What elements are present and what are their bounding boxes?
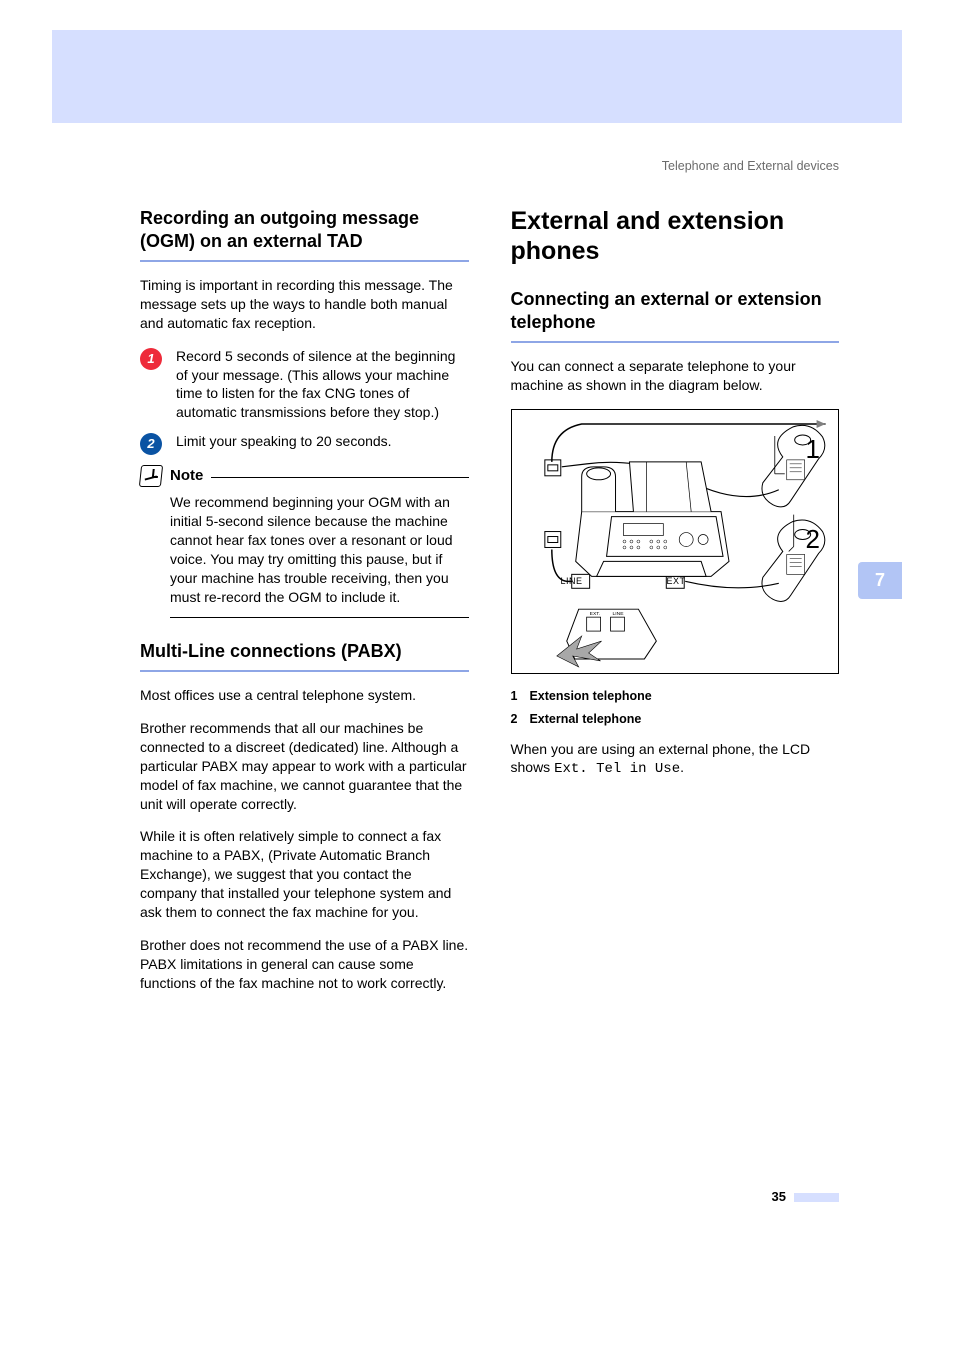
step-2: 2 Limit your speaking to 20 seconds. [140,432,469,455]
note-icon [139,465,163,487]
para-lcd-suffix: . [680,759,684,775]
left-column: Recording an outgoing message (OGM) on a… [140,195,469,1007]
step-badge-1: 1 [140,348,162,370]
banner-fill [52,30,902,123]
page-number-bar [794,1193,839,1202]
rule [140,260,469,262]
note-body: We recommend beginning your OGM with an … [170,493,469,606]
legend-row-2: 2 External telephone [511,711,840,728]
para-pabx-2: Brother recommends that all our machines… [140,719,469,813]
page-header: Telephone and External devices [662,158,839,175]
top-banner [0,0,954,123]
connection-diagram: EXT. LINE 1 2 LINE EXT [511,409,840,674]
heading-pabx: Multi-Line connections (PABX) [140,640,469,663]
right-column: External and extension phones Connecting… [511,195,840,1007]
para-lcd-mono: Ext. Tel in Use [554,761,680,777]
rule [140,670,469,672]
note-header: Note [140,465,469,487]
svg-text:LINE: LINE [612,611,624,617]
note-rule [211,477,468,478]
diagram-label-ext: EXT [667,575,686,587]
step-1: 1 Record 5 seconds of silence at the beg… [140,347,469,423]
note-label: Note [170,466,203,486]
heading-external-phones: External and extension phones [511,207,840,266]
step-1-text: Record 5 seconds of silence at the begin… [176,347,469,423]
diagram-callout-1: 1 [806,432,820,467]
para-lcd: When you are using an external phone, th… [511,740,840,780]
legend-row-1: 1 Extension telephone [511,688,840,705]
diagram-svg: EXT. LINE [512,410,839,673]
page-footer: 35 [772,1188,839,1206]
para-connect-intro: You can connect a separate telephone to … [511,357,840,395]
rule [511,341,840,343]
para-pabx-1: Most offices use a central telephone sys… [140,686,469,705]
legend-label: External telephone [529,711,641,728]
para-pabx-3: While it is often relatively simple to c… [140,827,469,921]
legend-num: 1 [511,688,518,705]
chapter-tab: 7 [858,562,902,599]
heading-connecting: Connecting an external or extension tele… [511,288,840,333]
svg-text:EXT.: EXT. [589,611,600,617]
page-body: Recording an outgoing message (OGM) on a… [140,195,839,1007]
page-number: 35 [772,1188,786,1206]
para-pabx-4: Brother does not recommend the use of a … [140,936,469,993]
note-rule-bottom [170,617,469,618]
legend-num: 2 [511,711,518,728]
legend-label: Extension telephone [529,688,651,705]
step-badge-2: 2 [140,433,162,455]
diagram-callout-2: 2 [806,522,820,557]
diagram-label-line: LINE [561,575,583,587]
step-2-text: Limit your speaking to 20 seconds. [176,432,469,455]
para-ogm-intro: Timing is important in recording this me… [140,276,469,333]
heading-ogm: Recording an outgoing message (OGM) on a… [140,207,469,252]
